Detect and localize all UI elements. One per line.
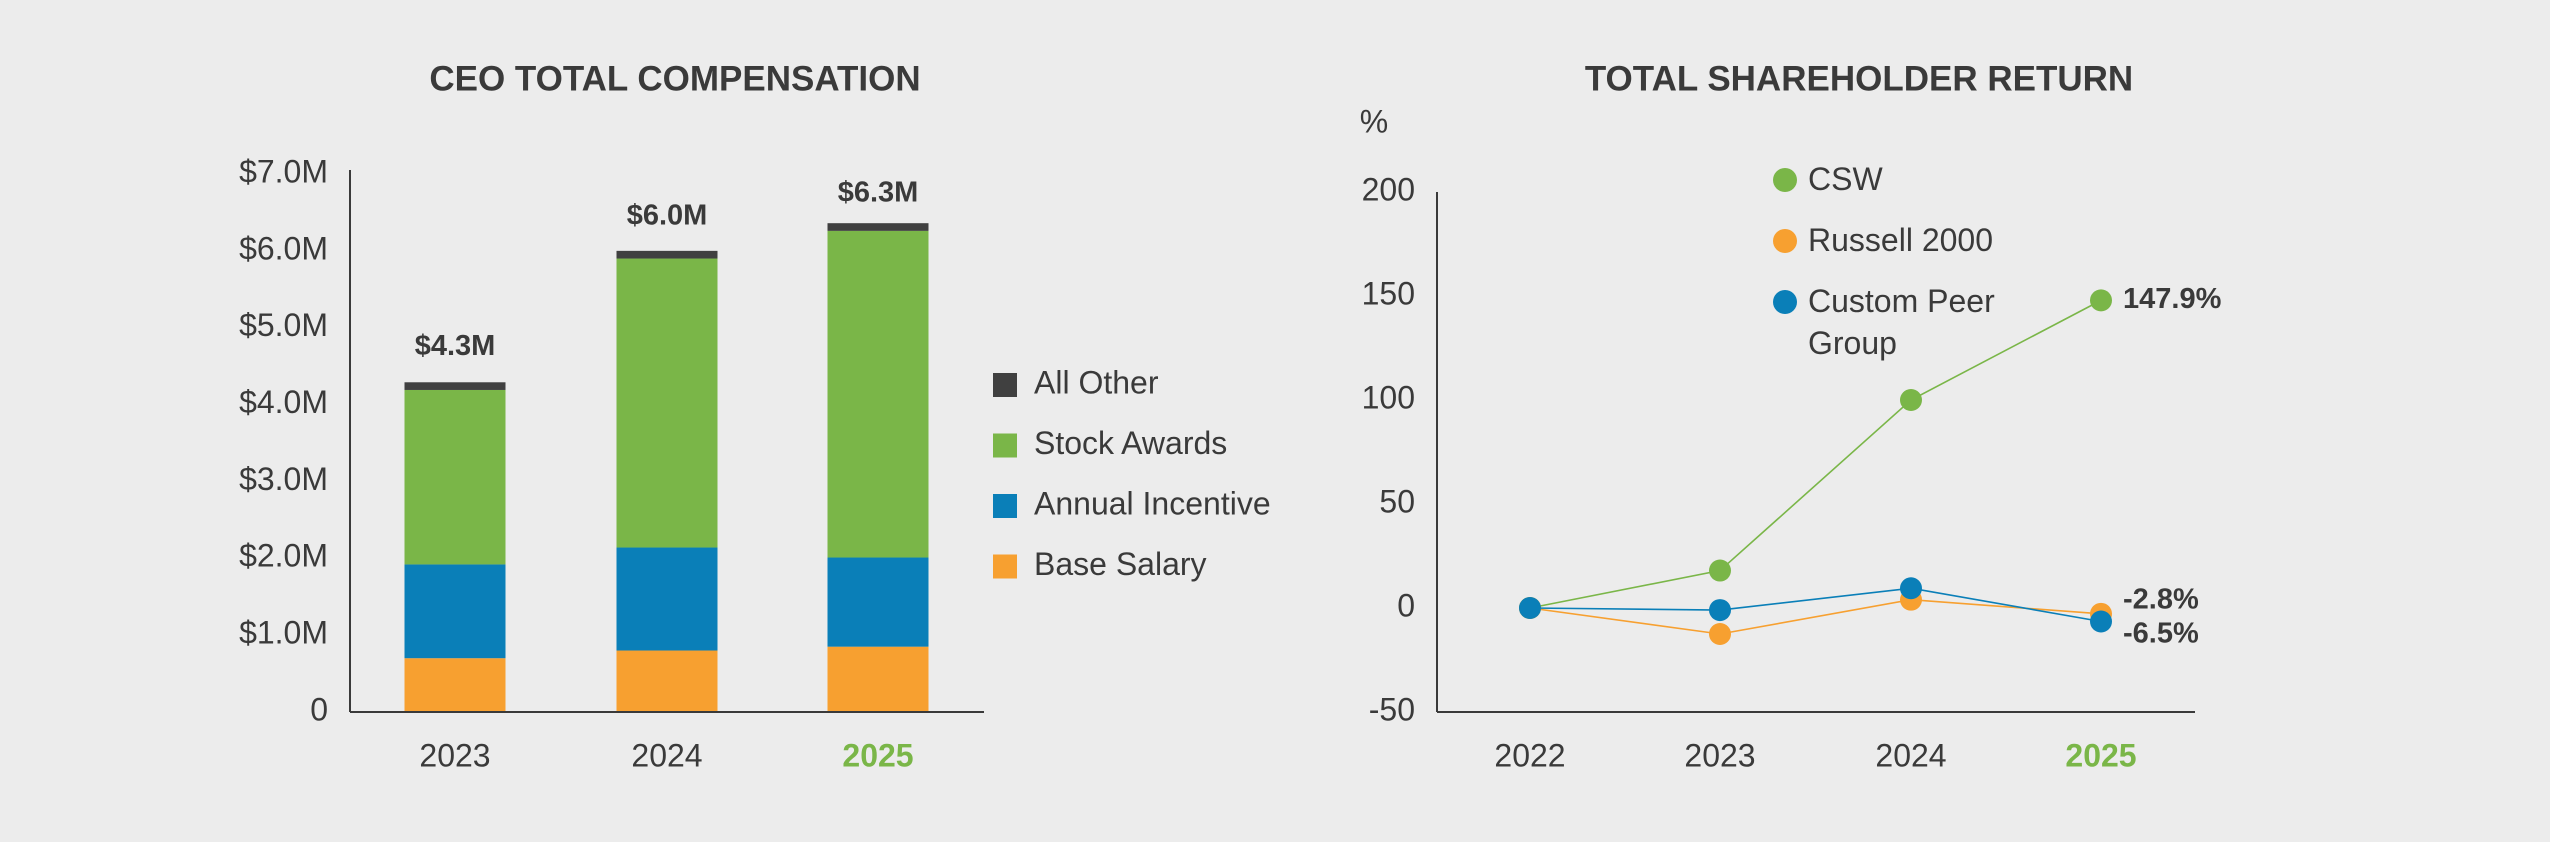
total-label: $6.0M: [627, 200, 708, 232]
value-label: -2.8%: [2123, 583, 2199, 615]
bar-segment: [827, 557, 929, 647]
data-point: [1900, 577, 1922, 600]
bar-segment: [404, 564, 506, 659]
y-tick-label: 150: [1362, 275, 1415, 311]
x-tick-label: 2024: [631, 737, 702, 773]
legend-item: Russell 2000: [1808, 222, 1993, 258]
bar-segment: [827, 646, 929, 712]
legend-swatch: [993, 373, 1017, 397]
y-tick-label: $2.0M: [239, 538, 328, 574]
x-tick-label: 2024: [1875, 737, 1946, 773]
bar-segment: [616, 650, 718, 712]
x-tick-label: 2025: [2065, 737, 2136, 773]
y-tick-label: 0: [1397, 587, 1415, 623]
x-tick-label: 2022: [1494, 737, 1565, 773]
y-tick-label: -50: [1369, 691, 1415, 727]
data-point: [1709, 599, 1731, 622]
y-axis-label: %: [1360, 103, 1388, 139]
data-point: [1709, 559, 1731, 582]
y-tick-label: $3.0M: [239, 461, 328, 497]
y-tick-label: $4.0M: [239, 384, 328, 420]
data-point: [2090, 289, 2112, 312]
y-tick-label: $6.0M: [239, 230, 328, 266]
bar-segment: [404, 389, 506, 565]
data-point: [1709, 623, 1731, 645]
series-line: [1529, 299, 2102, 609]
legend-item: CSW: [1808, 161, 1883, 197]
x-tick-label: 2023: [1684, 737, 1755, 773]
legend-label: All Other: [1034, 364, 1159, 400]
x-tick-label: 2023: [419, 737, 490, 773]
bar-segment: [616, 547, 718, 651]
legend-label: Base Salary: [1034, 546, 1207, 582]
bar-segment: [827, 230, 929, 558]
y-tick-label: $7.0M: [239, 153, 328, 189]
legend-label: Custom Peer Group: [1808, 283, 1995, 361]
legend-swatch: [993, 494, 1017, 518]
y-tick-label: 50: [1379, 483, 1415, 519]
legend-marker: [1773, 290, 1797, 314]
value-label: -6.5%: [2123, 617, 2199, 649]
chart-title: TOTAL SHAREHOLDER RETURN: [1585, 59, 2133, 98]
legend-item: Custom Peer Group: [1808, 283, 1995, 361]
legend-swatch: [993, 433, 1017, 458]
y-tick-label: 100: [1362, 379, 1415, 415]
y-tick-label: $5.0M: [239, 307, 328, 343]
bar-segment: [616, 258, 718, 548]
series-line: [1529, 587, 2102, 623]
series-line: [1529, 598, 2102, 635]
legend-swatch: [993, 554, 1017, 579]
x-tick-label: 2025: [842, 737, 913, 773]
data-point: [1900, 389, 1922, 411]
y-tick-label: $1.0M: [239, 615, 328, 651]
data-point: [1519, 597, 1541, 619]
legend-marker: [1773, 229, 1797, 253]
bar-segment: [404, 382, 506, 390]
legend-marker: [1773, 168, 1797, 192]
bar-segment: [827, 223, 929, 231]
bar-segment: [404, 658, 506, 712]
legend-label: CSW: [1808, 161, 1883, 197]
legend-label: Russell 2000: [1808, 222, 1993, 258]
total-label: $4.3M: [415, 330, 496, 362]
value-label: 147.9%: [2123, 283, 2222, 315]
total-label: $6.3M: [838, 176, 919, 208]
legend-label: Annual Incentive: [1034, 485, 1271, 521]
data-point: [2090, 610, 2112, 633]
bar-segment: [616, 250, 718, 259]
y-tick-label: 0: [310, 691, 328, 727]
chart-title: CEO TOTAL COMPENSATION: [429, 59, 920, 98]
y-tick-label: 200: [1362, 171, 1415, 207]
legend-label: Stock Awards: [1034, 425, 1227, 461]
